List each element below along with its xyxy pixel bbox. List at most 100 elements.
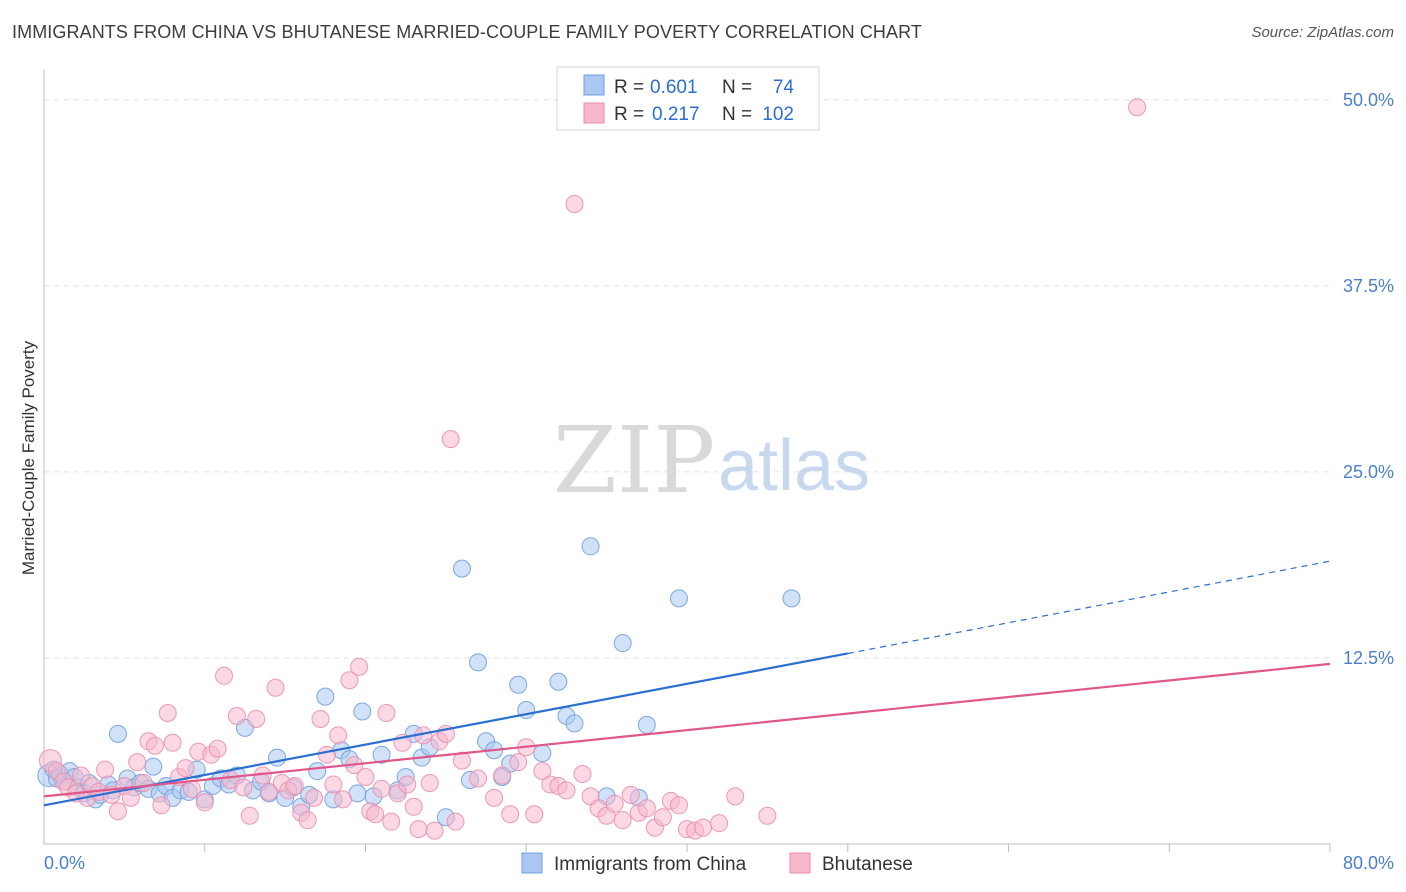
bhutanese-point xyxy=(152,796,171,815)
bhutanese-point xyxy=(425,821,444,840)
china-point xyxy=(469,653,488,672)
china-point xyxy=(782,589,801,608)
watermark: ZIP atlas xyxy=(553,407,870,514)
bhutanese-point xyxy=(215,666,234,685)
bhutanese-point xyxy=(324,775,343,794)
watermark-zip: ZIP xyxy=(553,407,715,514)
china-point xyxy=(353,702,372,721)
trend-lines xyxy=(43,560,1331,807)
bhutanese-point xyxy=(227,706,246,725)
china-point xyxy=(452,559,471,578)
legend-swatch-bhutanese xyxy=(583,102,605,124)
bhutanese-point xyxy=(247,709,266,728)
bhutanese-point xyxy=(694,818,713,837)
bhutanese-point xyxy=(260,782,279,801)
bhutanese-point xyxy=(1128,98,1147,117)
chart-title: IMMIGRANTS FROM CHINA VS BHUTANESE MARRI… xyxy=(12,22,923,42)
x-tick-label-min: 0.0% xyxy=(44,853,85,873)
bhutanese-point xyxy=(557,781,576,800)
bhutanese-point xyxy=(398,775,417,794)
bhutanese-point xyxy=(285,776,304,795)
legend-r-label-china: R = xyxy=(614,77,644,98)
bhutanese-point xyxy=(758,806,777,825)
watermark-atlas: atlas xyxy=(718,426,870,506)
bhutanese-point xyxy=(621,785,640,804)
bhutanese-point xyxy=(176,759,195,778)
bhutanese-point xyxy=(182,779,201,798)
bhutanese-point xyxy=(195,793,214,812)
bhutanese-point xyxy=(441,430,460,449)
china-point xyxy=(372,745,391,764)
legend-n-label-bhutanese: N = xyxy=(722,104,752,125)
grid-lines xyxy=(44,99,1330,659)
legend-r-value-china: 0.601 xyxy=(650,77,698,98)
bhutanese-point xyxy=(409,820,428,839)
bhutanese-point xyxy=(305,788,324,807)
china-point xyxy=(533,744,552,763)
correlation-legend: R = 0.601 N = 74 R = 0.217 N = 102 xyxy=(556,66,820,131)
bhutanese-point xyxy=(121,788,140,807)
bhutanese-point xyxy=(420,773,439,792)
x-ticks xyxy=(204,844,1331,852)
bhutanese-point xyxy=(329,726,348,745)
series-swatch-china xyxy=(521,852,543,874)
bhutanese-trend-line xyxy=(43,662,1331,798)
bhutanese-point xyxy=(356,768,375,787)
bhutanese-point xyxy=(533,762,552,781)
bhutanese-point xyxy=(525,805,544,824)
bhutanese-point xyxy=(108,802,127,821)
legend-swatch-china xyxy=(583,74,605,96)
bhutanese-point xyxy=(573,765,592,784)
bhutanese-point xyxy=(158,704,177,723)
y-axis-label: Married-Couple Family Poverty xyxy=(19,340,38,575)
bhutanese-point xyxy=(404,797,423,816)
series-label-bhutanese: Bhutanese xyxy=(822,854,913,875)
china-point xyxy=(144,757,163,776)
legend-r-value-bhutanese: 0.217 xyxy=(652,104,700,125)
series-swatch-bhutanese xyxy=(789,852,811,874)
china-trend-line xyxy=(43,652,848,807)
bhutanese-point xyxy=(145,736,164,755)
legend-n-label-china: N = xyxy=(722,77,752,98)
series-legend: Immigrants from China Bhutanese xyxy=(521,852,913,875)
bhutanese-point xyxy=(452,751,471,770)
bhutanese-point xyxy=(128,753,147,772)
bhutanese-point xyxy=(653,808,672,827)
legend-n-value-china: 74 xyxy=(773,77,795,98)
bhutanese-point xyxy=(469,769,488,788)
bhutanese-point xyxy=(669,796,688,815)
bhutanese-point xyxy=(366,805,385,824)
bhutanese-point xyxy=(382,812,401,831)
bhutanese-point xyxy=(613,811,632,830)
china-point xyxy=(108,724,127,743)
bhutanese-point xyxy=(311,709,330,728)
bhutanese-point xyxy=(96,760,115,779)
bhutanese-point xyxy=(340,671,359,690)
china-point xyxy=(268,748,287,767)
china-point xyxy=(581,537,600,556)
bhutanese-point xyxy=(565,194,584,213)
bhutanese-point xyxy=(266,678,285,697)
bhutanese-point xyxy=(333,790,352,809)
series-label-china: Immigrants from China xyxy=(554,854,747,875)
y-tick-label: 12.5% xyxy=(1343,648,1394,668)
source-label: Source: ZipAtlas.com xyxy=(1251,24,1394,41)
bhutanese-point xyxy=(726,787,745,806)
china-trend-extension xyxy=(847,560,1331,655)
x-tick-label-max: 80.0% xyxy=(1343,853,1394,873)
bhutanese-point xyxy=(372,779,391,798)
bhutanese-point xyxy=(350,657,369,676)
bhutanese-point xyxy=(208,739,227,758)
bhutanese-point xyxy=(446,812,465,831)
bhutanese-point xyxy=(317,745,336,764)
china-point xyxy=(669,589,688,608)
bhutanese-point xyxy=(298,811,317,830)
legend-n-value-bhutanese: 102 xyxy=(762,104,794,125)
china-point xyxy=(613,634,632,653)
bhutanese-point xyxy=(71,766,90,785)
bhutanese-point xyxy=(509,753,528,772)
bhutanese-point xyxy=(501,805,520,824)
bhutanese-point xyxy=(240,806,259,825)
bhutanese-point xyxy=(163,733,182,752)
china-point xyxy=(509,675,528,694)
